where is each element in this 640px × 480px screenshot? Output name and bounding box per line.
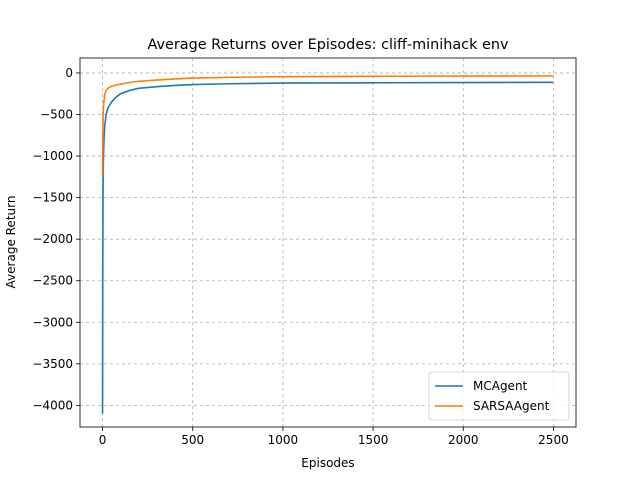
x-tick-label: 0	[99, 433, 107, 447]
grid	[80, 58, 576, 427]
legend-label: SARSAAgent	[473, 399, 550, 413]
legend: MCAgent SARSAAgent	[428, 371, 570, 421]
y-tick-label: −500	[40, 108, 73, 122]
x-tick-label: 500	[181, 433, 204, 447]
series-line-sarsaagent	[101, 75, 554, 176]
y-tick-label: −3000	[32, 315, 73, 329]
x-tick-label: 2500	[538, 433, 569, 447]
y-tick-label: −2000	[32, 232, 73, 246]
plot-series	[101, 75, 554, 414]
y-tick-label: −2500	[32, 274, 73, 288]
axes: 0 500 1000 1500 2000 2500 0 −500 −1000 −1500 −2000…	[32, 57, 577, 447]
y-axis-label: Average Return	[4, 196, 18, 289]
y-tick-label: 0	[65, 66, 73, 80]
y-tick-label: −3500	[32, 357, 73, 371]
x-tick-label: 1500	[358, 433, 389, 447]
x-tick-label: 2000	[448, 433, 479, 447]
x-axis-label: Episodes	[301, 456, 354, 470]
y-tick-label: −1500	[32, 191, 73, 205]
y-tick-label: −4000	[32, 398, 73, 412]
y-tick-label: −1000	[32, 149, 73, 163]
chart-title: Average Returns over Episodes: cliff-min…	[148, 37, 509, 53]
legend-box	[428, 371, 570, 421]
x-tick-label: 1000	[268, 433, 299, 447]
legend-label: MCAgent	[473, 379, 528, 393]
plot-frame	[79, 57, 577, 428]
